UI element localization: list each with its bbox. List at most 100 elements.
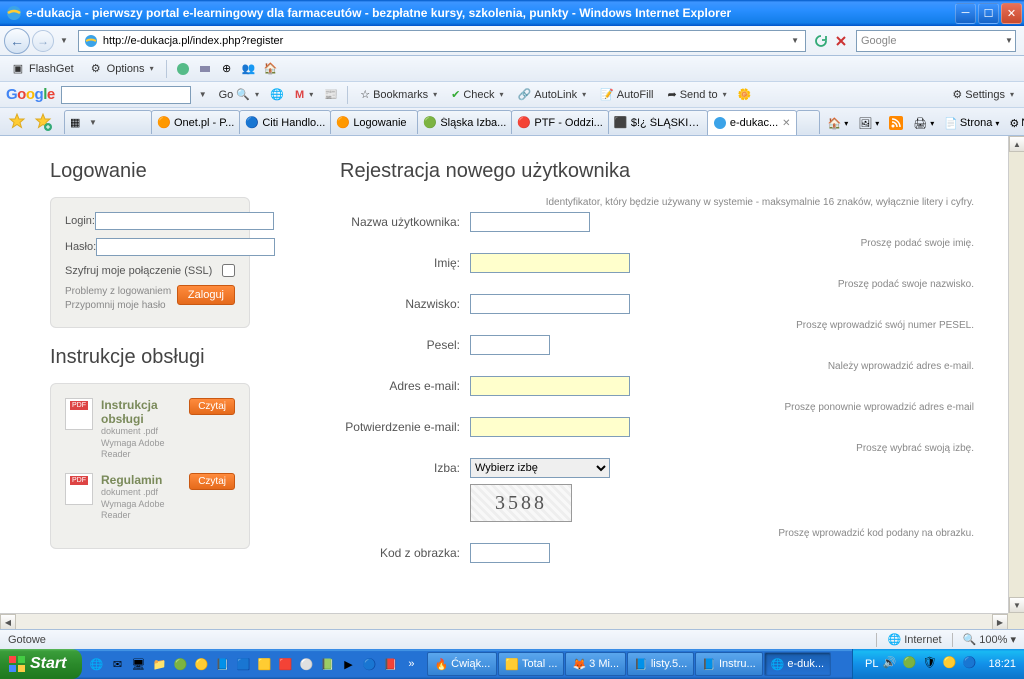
ql-2[interactable]: ✉ (107, 652, 127, 676)
clock[interactable]: 18:21 (988, 658, 1016, 670)
favorites-center-icon[interactable] (34, 113, 52, 131)
google-logo[interactable]: Google (6, 86, 55, 103)
tab-4[interactable]: 🔴PTF - Oddzi... (511, 110, 608, 134)
check-button[interactable]: ✔ Check (447, 86, 507, 103)
ql-11[interactable]: ⚪ (296, 652, 316, 676)
flashget-button[interactable]: ▣FlashGet (6, 59, 78, 79)
ql-5[interactable]: 🟢 (170, 652, 190, 676)
strona-button[interactable]: 📄 Strona (941, 116, 1002, 131)
scroll-down-button[interactable]: ▼ (1009, 597, 1024, 613)
add-favorite-icon[interactable] (8, 113, 26, 131)
settings-button[interactable]: ⚙ Settings (948, 86, 1018, 103)
tray-4[interactable]: 🟡 (942, 656, 958, 672)
bookmarks-button[interactable]: ☆ Bookmarks (356, 86, 441, 103)
tb-icon-3[interactable]: ⊕ (219, 61, 235, 77)
address-bar[interactable]: ▼ (78, 30, 806, 52)
tray-5[interactable]: 🔵 (962, 656, 978, 672)
tab-6-active[interactable]: e-dukac...✕ (707, 110, 797, 135)
gt-mail[interactable]: M (291, 87, 317, 103)
horizontal-scrollbar[interactable]: ◀ ▶ (0, 613, 1008, 629)
go-button[interactable]: Go🔍 (215, 86, 263, 103)
print-dd[interactable]: 🖨 (910, 116, 937, 131)
email2-input[interactable] (470, 417, 630, 437)
gt-icon-2[interactable]: 📰 (323, 87, 339, 103)
tab-1[interactable]: 🔵Citi Handlo... (239, 110, 331, 134)
tray-3[interactable]: 🛡 (922, 656, 938, 672)
new-tab-button[interactable] (796, 110, 820, 134)
ql-10[interactable]: 🟥 (275, 652, 295, 676)
task-1[interactable]: 🟨 Total ... (498, 652, 564, 676)
vertical-scrollbar[interactable]: ▲ ▼ (1008, 136, 1024, 613)
refresh-button[interactable] (812, 32, 830, 50)
task-2[interactable]: 🦊 3 Mi... (565, 652, 626, 676)
maximize-button[interactable]: ☐ (978, 3, 999, 24)
close-tab-icon[interactable]: ✕ (782, 118, 790, 129)
ql-14[interactable]: 🔵 (359, 652, 379, 676)
tray-2[interactable]: 🟢 (902, 656, 918, 672)
address-input[interactable] (103, 35, 789, 47)
gt-icon-1[interactable]: 🌐 (269, 87, 285, 103)
ql-12[interactable]: 📗 (317, 652, 337, 676)
login-input[interactable] (95, 212, 274, 230)
minimize-button[interactable]: ─ (955, 3, 976, 24)
nav-history-dropdown[interactable]: ▼ (56, 36, 72, 45)
autofill-button[interactable]: 📝 AutoFill (596, 86, 657, 103)
address-dropdown[interactable]: ▼ (789, 36, 801, 45)
task-4[interactable]: 📘 Instru... (695, 652, 762, 676)
ql-15[interactable]: 📕 (380, 652, 400, 676)
read-button-0[interactable]: Czytaj (189, 398, 235, 415)
close-button[interactable]: ✕ (1001, 3, 1022, 24)
ssl-checkbox[interactable] (222, 264, 235, 277)
pesel-input[interactable] (470, 335, 550, 355)
ql-13[interactable]: ▶ (338, 652, 358, 676)
ql-1[interactable]: 🌐 (86, 652, 106, 676)
izba-select[interactable]: Wybierz izbę (470, 458, 610, 478)
options-button[interactable]: ⚙Options (84, 59, 158, 79)
titlebar[interactable]: e-dukacja - pierwszy portal e-learningow… (0, 0, 1024, 26)
tray-1[interactable]: 🔊 (882, 656, 898, 672)
tb-icon-2[interactable] (197, 61, 213, 77)
task-0[interactable]: 🔥 Ćwiąk... (427, 652, 497, 676)
ql-6[interactable]: 🟡 (191, 652, 211, 676)
ql-8[interactable]: 🟦 (233, 652, 253, 676)
autolink-button[interactable]: 🔗 AutoLink (514, 86, 591, 103)
username-input[interactable] (470, 212, 590, 232)
task-5-active[interactable]: 🌐 e-duk... (764, 652, 831, 676)
feeds2[interactable] (886, 115, 906, 131)
ql-7[interactable]: 📘 (212, 652, 232, 676)
search-input[interactable] (861, 35, 1003, 47)
search-dropdown[interactable]: ▼ (1003, 36, 1015, 45)
home-dd[interactable]: 🏠 (825, 116, 852, 131)
search-box[interactable]: ▼ (856, 30, 1016, 52)
gt-icon-3[interactable]: 🌼 (737, 87, 753, 103)
login-help-links[interactable]: Problemy z logowaniem Przypomnij moje ha… (65, 285, 171, 313)
tab-2[interactable]: 🟠Logowanie (330, 110, 418, 134)
ql-9[interactable]: 🟨 (254, 652, 274, 676)
stop-button[interactable] (832, 32, 850, 50)
tb-icon-1[interactable] (175, 61, 191, 77)
scroll-right-button[interactable]: ▶ (992, 614, 1008, 629)
kod-input[interactable] (470, 543, 550, 563)
tab-0[interactable]: 🟠Onet.pl - P... (151, 110, 240, 134)
back-button[interactable]: ← (4, 28, 30, 54)
imie-input[interactable] (470, 253, 630, 273)
google-search-dd[interactable]: ▼ (197, 90, 209, 99)
forward-button[interactable]: → (32, 30, 54, 52)
tab-5[interactable]: ⬛$!¿ ŚLĄSKI UNI... (608, 110, 708, 134)
scroll-left-button[interactable]: ◀ (0, 614, 16, 629)
tab-3[interactable]: 🟢Śląska Izba... (417, 110, 512, 134)
start-button[interactable]: Start (0, 649, 82, 679)
narzedzia-button[interactable]: ⚙ Narzędzia (1006, 116, 1024, 131)
ql-3[interactable]: 🖥 (128, 652, 148, 676)
nazwisko-input[interactable] (470, 294, 630, 314)
tb-icon-4[interactable]: 👥 (241, 61, 257, 77)
ql-more[interactable]: » (401, 652, 421, 676)
feeds-dd[interactable]: 🖼 (855, 116, 882, 131)
google-search-input[interactable] (61, 86, 191, 104)
password-input[interactable] (96, 238, 275, 256)
ql-4[interactable]: 📁 (149, 652, 169, 676)
language-indicator[interactable]: PL (865, 658, 878, 670)
sendto-button[interactable]: ➦ Send to (663, 86, 730, 103)
scroll-up-button[interactable]: ▲ (1009, 136, 1024, 152)
read-button-1[interactable]: Czytaj (189, 473, 235, 490)
